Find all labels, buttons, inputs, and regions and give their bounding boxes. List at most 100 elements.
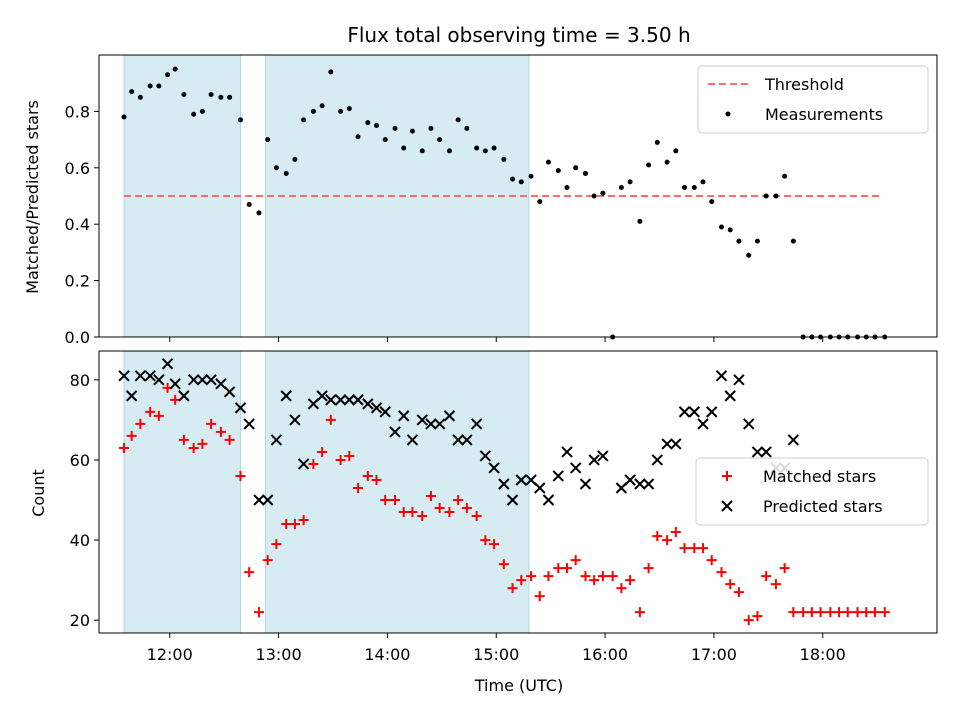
measurement-point-7	[181, 91, 187, 97]
measurement-point-64	[700, 179, 706, 185]
matched-star-point-21	[308, 458, 319, 469]
measurement-point-50	[573, 165, 579, 171]
measurement-point-25	[346, 106, 352, 112]
matched-star-point-76	[806, 607, 817, 618]
measurement-point-74	[790, 238, 796, 244]
predicted-star-point-33	[416, 414, 428, 426]
predicted-star-point-19	[289, 414, 301, 426]
matched-star-point-37	[453, 495, 464, 506]
predicted-star-point-10	[205, 374, 217, 386]
predicted-star-point-66	[724, 390, 736, 402]
measurement-point-62	[682, 185, 688, 191]
x-tick-label-4: 16:00	[582, 645, 628, 664]
predicted-star-point-38	[461, 434, 473, 446]
predicted-star-point-58	[651, 454, 664, 466]
predicted-star-point-53	[597, 450, 609, 462]
measurement-point-43	[510, 176, 516, 182]
measurement-point-40	[482, 148, 488, 154]
matched-star-point-66	[716, 567, 727, 578]
measurement-point-13	[237, 117, 243, 123]
predicted-star-point-26	[352, 394, 364, 406]
measurement-point-2	[137, 94, 143, 100]
matched-star-point-25	[344, 450, 355, 461]
measurement-point-14	[246, 201, 252, 207]
measurement-point-18	[283, 170, 289, 176]
matched-star-point-82	[861, 607, 872, 618]
matched-star-point-19	[289, 519, 300, 530]
top-y-tick-label-0: 0.0	[65, 328, 90, 347]
matched-star-point-20	[298, 515, 309, 526]
predicted-star-point-55	[624, 474, 636, 486]
predicted-star-point-31	[398, 410, 410, 422]
predicted-star-point-40	[479, 450, 492, 462]
measurement-point-23	[328, 69, 334, 75]
matched-star-point-32	[407, 507, 418, 518]
measurement-point-30	[392, 125, 398, 131]
predicted-star-point-54	[615, 482, 628, 494]
measurement-point-8	[191, 111, 197, 117]
matched-star-point-38	[461, 503, 472, 514]
predicted-star-point-32	[406, 434, 419, 446]
x-tick-label-0: 12:00	[147, 645, 193, 664]
predicted-star-point-0	[118, 370, 130, 382]
matched-star-point-8	[188, 442, 199, 453]
x-tick-label-2: 14:00	[364, 645, 410, 664]
predicted-star-point-62	[688, 406, 701, 418]
predicted-star-point-16	[261, 494, 274, 506]
matched-star-point-52	[589, 575, 600, 586]
measurement-point-69	[746, 252, 752, 258]
measurement-point-46	[537, 199, 543, 205]
legend-measurements-label: Measurements	[765, 105, 883, 124]
matched-star-point-51	[580, 571, 591, 582]
matched-star-point-28	[371, 474, 382, 485]
predicted-star-point-42	[498, 478, 510, 490]
measurement-point-39	[474, 145, 480, 151]
measurement-point-34	[428, 125, 434, 131]
matched-star-point-45	[526, 571, 537, 582]
predicted-star-point-17	[270, 434, 283, 446]
predicted-star-point-57	[642, 478, 655, 490]
matched-star-point-73	[779, 563, 790, 574]
matched-star-point-4	[153, 410, 164, 421]
top-y-axis-label: Matched/Predicted stars	[23, 100, 42, 294]
predicted-star-point-1	[125, 390, 138, 402]
predicted-star-point-36	[443, 410, 456, 422]
matched-star-point-49	[561, 563, 572, 574]
matched-star-point-22	[317, 446, 328, 457]
predicted-star-point-46	[534, 482, 546, 494]
measurement-point-68	[736, 238, 742, 244]
matched-star-point-14	[244, 567, 255, 578]
measurement-point-38	[464, 125, 470, 131]
matched-star-point-10	[206, 418, 217, 429]
matched-star-point-72	[770, 579, 781, 590]
measurement-point-35	[437, 137, 443, 143]
predicted-star-point-22	[316, 390, 328, 402]
predicted-star-point-50	[569, 462, 582, 474]
measurement-point-36	[446, 148, 452, 154]
matched-star-point-15	[253, 607, 264, 618]
predicted-star-point-29	[379, 406, 391, 418]
measurement-point-17	[273, 165, 279, 171]
top-panel-ratio: 0.0 0.2 0.4 0.6 0.8	[65, 54, 938, 347]
bottom-y-tick-label-2: 60	[70, 451, 90, 470]
measurement-point-45	[528, 173, 534, 179]
measurement-point-6	[172, 66, 178, 72]
matched-star-point-44	[516, 575, 527, 586]
measurement-point-60	[664, 159, 670, 165]
matched-star-point-80	[842, 607, 853, 618]
measurement-point-31	[401, 145, 407, 151]
matched-star-point-43	[507, 583, 518, 594]
matched-star-point-56	[625, 575, 636, 586]
matched-star-point-13	[235, 470, 246, 481]
x-tick-label-6: 18:00	[800, 645, 846, 664]
legend-matched-swatch	[722, 471, 732, 481]
measurement-point-3	[147, 83, 153, 89]
measurement-point-66	[719, 224, 725, 230]
matched-star-point-61	[670, 527, 681, 538]
predicted-star-point-59	[661, 438, 673, 450]
matched-star-point-58	[643, 563, 654, 574]
matched-star-point-1	[126, 430, 137, 441]
measurement-point-55	[618, 185, 624, 191]
matched-star-point-30	[390, 495, 401, 506]
measurement-point-27	[365, 120, 371, 126]
